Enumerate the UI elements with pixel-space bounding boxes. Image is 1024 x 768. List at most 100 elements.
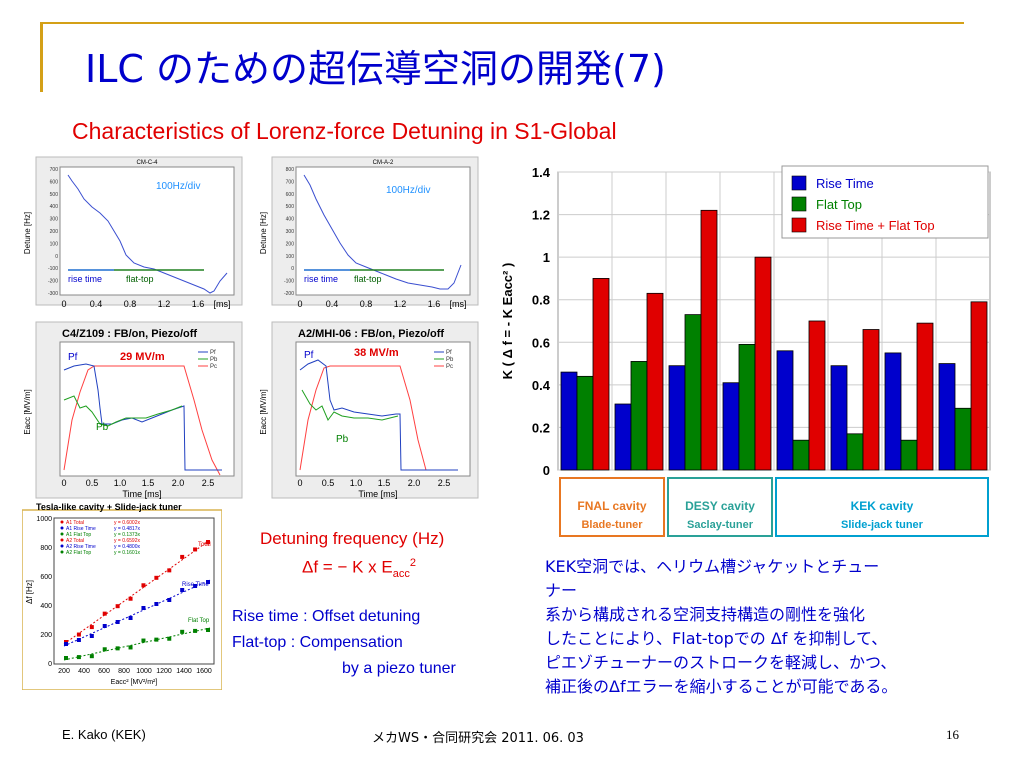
bar-C4-flat-top bbox=[738, 344, 756, 471]
x-tick-label: 400 bbox=[78, 668, 90, 675]
x-tick-label: 1000 bbox=[136, 668, 152, 675]
scatter-point bbox=[102, 611, 107, 616]
definition-rise: Rise time : Offset detuning bbox=[232, 608, 421, 625]
bar-C1-rise-time bbox=[560, 371, 578, 471]
scatter-point bbox=[180, 554, 185, 559]
legend-label: Flat Top bbox=[816, 197, 862, 212]
x-tick-label: 0.5 bbox=[86, 478, 99, 488]
legend-label: Pc bbox=[210, 364, 217, 370]
scale-label: 100Hz/div bbox=[386, 185, 430, 196]
legend-fit: y = 0.4817x bbox=[114, 526, 140, 532]
legend-fit: y = 0.6002x bbox=[114, 520, 140, 526]
x-ticks: 0 0.4 0.8 1.2 1.6 [ms] bbox=[297, 299, 466, 309]
legend-fit: y = 0.1373x bbox=[114, 532, 140, 538]
x-tick-label: [ms] bbox=[450, 299, 467, 309]
gradient-label: 38 MV/m bbox=[354, 347, 399, 359]
formula-sub: acc bbox=[392, 568, 410, 581]
bar-A1-flat-top bbox=[792, 439, 810, 471]
x-tick-label: 1.6 bbox=[192, 299, 205, 309]
legend-box bbox=[781, 165, 989, 239]
x-ticks: 200 400 600 800 1000 1200 1400 1600 bbox=[58, 668, 212, 675]
pc-trace bbox=[299, 365, 427, 471]
x-tick-label: 1.5 bbox=[378, 478, 391, 488]
plot-caption: A2/MHI-06 : FB/on, Piezo/off bbox=[298, 328, 444, 340]
x-tick-label: 1.2 bbox=[394, 299, 407, 309]
y-tick-label: -100 bbox=[48, 266, 58, 272]
definition-piezo: by a piezo tuner bbox=[342, 660, 456, 677]
y-ticks: 700 600 500 400 300 200 100 0 -100 -200 -300 bbox=[48, 167, 58, 297]
bar-A3-flat-top bbox=[900, 439, 918, 471]
footer-event: メカWS・合同研究会 2011. 06. 03 bbox=[372, 731, 584, 746]
slide-title: ILC のための超伝導空洞の開発(7) bbox=[85, 47, 666, 91]
group-box bbox=[775, 477, 989, 537]
bar-C2-rise-time-flat-top bbox=[646, 292, 664, 471]
note-line: ナー bbox=[545, 581, 578, 600]
pb-trace bbox=[301, 389, 399, 421]
group-box bbox=[667, 477, 773, 537]
scatter-point bbox=[167, 598, 172, 602]
rf-plot-c4: C4/Z109 : FB/on, Piezo/off Eacc [MV/m] P… bbox=[23, 321, 243, 499]
x-tick-label: 1400 bbox=[176, 668, 192, 675]
scatter-point bbox=[154, 575, 159, 580]
bar-C4-rise-time bbox=[722, 382, 740, 471]
bar-A2-rise-time bbox=[830, 365, 848, 471]
y-tick-label: -200 bbox=[48, 279, 58, 285]
plot-caption: C4/Z109 : FB/on, Piezo/off bbox=[62, 328, 197, 340]
bar-C1-rise-time-flat-top bbox=[592, 278, 610, 471]
legend-label: Pf bbox=[210, 350, 216, 356]
legend-marker bbox=[60, 526, 64, 530]
group-title: FNAL cavity bbox=[577, 499, 646, 513]
rise-label: Rise Time bbox=[182, 582, 209, 588]
y-tick-label: 700 bbox=[50, 167, 59, 173]
y-axis-label: Δf [Hz] bbox=[25, 580, 34, 604]
y-tick-label: 300 bbox=[286, 229, 295, 235]
y-tick-label: 200 bbox=[50, 229, 59, 235]
x-tick-label: 1200 bbox=[156, 668, 172, 675]
bar-A4-rise-time-flat-top bbox=[970, 301, 988, 471]
y-tick-label: 800 bbox=[40, 545, 52, 552]
x-axis-label: Time [ms] bbox=[358, 489, 397, 499]
legend-label: A1 Rise Time bbox=[66, 526, 96, 532]
y-tick-label: 600 bbox=[40, 574, 52, 581]
scatter-point bbox=[141, 606, 146, 610]
scatter-point bbox=[89, 654, 94, 659]
scatter-point bbox=[128, 616, 133, 620]
legend-fit: y = 0.1601x bbox=[114, 550, 140, 556]
legend-marker bbox=[60, 532, 64, 536]
detune-plot-c4: CM-C-4 Detune [Hz] 700 600 500 400 300 200 100… bbox=[23, 156, 243, 309]
x-ticks: 0 0.5 1.0 1.5 2.0 2.5 bbox=[61, 478, 214, 488]
y-tick-label: 0 bbox=[55, 254, 58, 260]
scatter-point bbox=[167, 568, 172, 573]
rise-label: rise time bbox=[68, 274, 102, 284]
bar-C2-flat-top bbox=[630, 361, 648, 471]
y-tick-label: 100 bbox=[286, 254, 295, 260]
title-accent bbox=[40, 22, 43, 92]
y-tick-label: 0.4 bbox=[532, 378, 551, 393]
x-tick-label: 0.8 bbox=[124, 299, 137, 309]
x-axis-label: Eacc² [MV²/m²] bbox=[111, 679, 158, 686]
scatter-plot: Tesla-like cavity + Slide-jack tuner Δf … bbox=[22, 502, 222, 690]
bar-A1-rise-time bbox=[776, 350, 794, 471]
y-tick-label: 500 bbox=[286, 204, 295, 210]
scatter-point bbox=[76, 638, 81, 642]
scatter-point bbox=[102, 647, 107, 652]
scatter-point bbox=[128, 645, 133, 650]
x-tick-label: 2.0 bbox=[172, 478, 185, 488]
legend: A1 Total y = 0.6002x A1 Rise Time y = 0.481… bbox=[60, 520, 140, 556]
bar-A3-rise-time bbox=[884, 352, 902, 471]
scatter-point bbox=[128, 596, 133, 601]
legend-marker bbox=[60, 538, 64, 542]
x-tick-label: 1.2 bbox=[158, 299, 171, 309]
y-tick-label: 1 bbox=[543, 250, 550, 265]
x-tick-label: 1.6 bbox=[428, 299, 441, 309]
x-tick-label: 2.5 bbox=[438, 478, 451, 488]
pf-label: Pf bbox=[68, 352, 78, 363]
gradient-label: 29 MV/m bbox=[120, 351, 165, 363]
rf-plot-a2: A2/MHI-06 : FB/on, Piezo/off Eacc [MV/m]… bbox=[259, 321, 479, 499]
pb-trace bbox=[63, 395, 183, 427]
y-tick-label: 600 bbox=[50, 179, 59, 185]
y-tick-label: 0 bbox=[543, 463, 550, 478]
legend-marker bbox=[60, 520, 64, 524]
bar-A4-rise-time bbox=[938, 363, 956, 471]
scatter-point bbox=[180, 629, 185, 634]
